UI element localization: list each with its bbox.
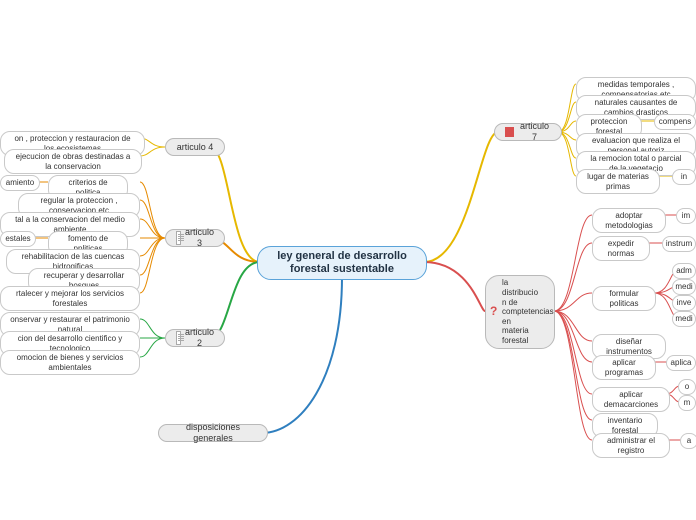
leaf[interactable]: a [680,433,696,449]
node-label: articulo 3 [185,227,214,249]
leaf[interactable]: aplicar programas [592,355,656,380]
leaf[interactable]: in [672,169,696,185]
leaf[interactable]: instrum [662,236,696,252]
leaf[interactable]: lugar de materias primas [576,169,660,194]
node-articulo-4[interactable]: articulo 4 [165,138,225,156]
node-label: articulo 7 [518,121,551,143]
leaf[interactable]: m [678,395,696,411]
leaf[interactable]: adm [672,263,696,279]
leaf[interactable]: o [678,379,696,395]
leaf[interactable]: adoptar metodologias [592,208,666,233]
leaf[interactable]: expedir normas [592,236,650,261]
node-label: la distribucio n de comptetencias en mat… [502,278,554,345]
leaf[interactable]: rtalecer y mejorar los servicios foresta… [0,286,140,311]
paper-icon [176,231,181,245]
red-square-icon [505,127,514,137]
leaf[interactable]: estales [0,231,36,247]
root-node[interactable]: ley general de desarrollo forestal suste… [257,246,427,280]
node-label: articulo 2 [185,327,214,349]
leaf[interactable]: aplica [666,355,696,371]
leaf[interactable]: inve [672,295,696,311]
leaf[interactable]: compens [654,114,696,130]
node-distribucion[interactable]: ? la distribucio n de comptetencias en m… [485,275,555,349]
leaf[interactable]: formular politicas [592,286,656,311]
leaf[interactable]: medi [672,279,696,295]
leaf[interactable]: amiento [0,175,40,191]
node-articulo-2[interactable]: articulo 2 [165,329,225,347]
leaf[interactable]: omocion de bienes y servicios ambientale… [0,350,140,375]
node-disposiciones[interactable]: disposiciones generales [158,424,268,442]
leaf[interactable]: aplicar demacarciones [592,387,670,412]
node-articulo-7[interactable]: articulo 7 [494,123,562,141]
leaf[interactable]: im [676,208,696,224]
node-articulo-3[interactable]: articulo 3 [165,229,225,247]
leaf[interactable]: ejecucion de obras destinadas a la conse… [4,149,142,174]
leaf[interactable]: administrar el registro [592,433,670,458]
paper-icon [176,331,181,345]
leaf[interactable]: medi [672,311,696,327]
question-icon: ? [490,304,497,318]
